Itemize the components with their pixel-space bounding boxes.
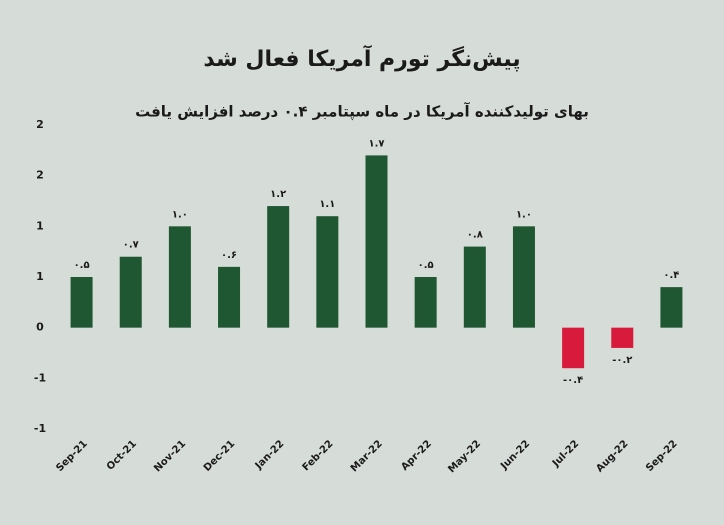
- y-tick-label: -1: [34, 422, 46, 435]
- value-label: ۱.۷: [368, 138, 384, 149]
- value-label: ۱.۰: [516, 209, 532, 220]
- value-label: ۰.۶: [221, 250, 237, 261]
- value-label: -۰.۴: [563, 375, 583, 386]
- y-tick-label: 1: [36, 219, 44, 232]
- y-tick-label: 2: [36, 118, 44, 131]
- bar: [218, 266, 241, 328]
- chart-title: پیش‌نگر تورم آمریکا فعال شد: [203, 44, 520, 72]
- value-label: ۱.۲: [270, 189, 286, 200]
- value-label: ۱.۰: [172, 209, 188, 220]
- bar: [611, 327, 634, 348]
- value-label: ۰.۷: [123, 240, 139, 251]
- bar: [414, 277, 437, 328]
- value-label: ۰.۵: [74, 260, 90, 271]
- y-tick-label: 2: [36, 169, 44, 182]
- y-tick-label: -1: [34, 371, 46, 384]
- value-label: ۰.۴: [663, 270, 679, 281]
- bar: [512, 226, 535, 328]
- bar: [562, 327, 585, 369]
- y-tick-label: 1: [36, 270, 44, 283]
- bar: [463, 246, 486, 328]
- bar: [267, 206, 290, 328]
- value-label: ۰.۸: [467, 230, 483, 241]
- bar: [119, 256, 142, 328]
- bar: [365, 155, 388, 328]
- chart-subtitle: بهای تولیدکننده آمریکا در ماه سپتامبر ۰.…: [135, 103, 589, 122]
- value-label: -۰.۲: [612, 355, 632, 366]
- y-tick-label: 0: [36, 321, 44, 334]
- value-label: ۱.۱: [319, 199, 335, 210]
- bar: [316, 216, 339, 328]
- value-label: ۰.۵: [418, 260, 434, 271]
- bar: [660, 287, 683, 328]
- bar: [70, 277, 93, 328]
- bar: [168, 226, 191, 328]
